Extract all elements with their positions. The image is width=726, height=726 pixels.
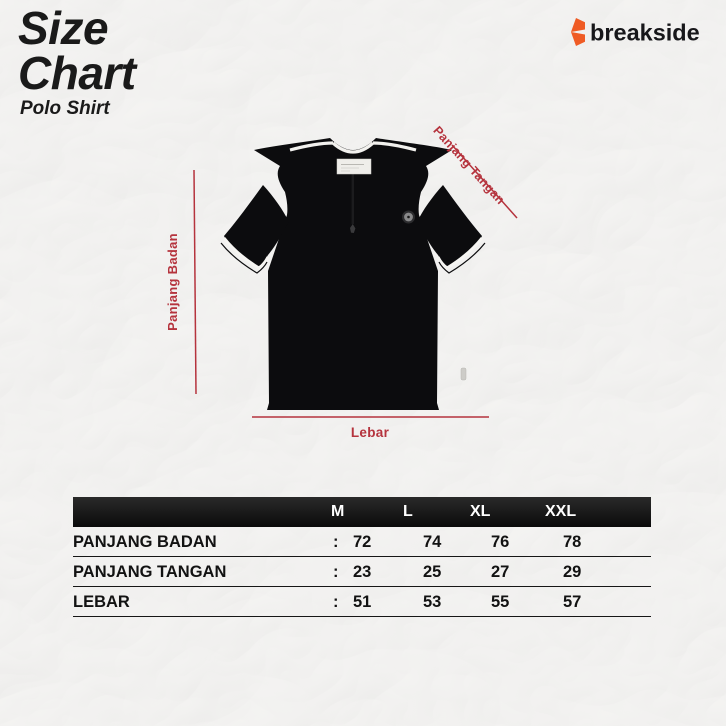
- svg-text:Panjang Badan: Panjang Badan: [165, 233, 180, 331]
- svg-text:Lebar: Lebar: [351, 425, 390, 440]
